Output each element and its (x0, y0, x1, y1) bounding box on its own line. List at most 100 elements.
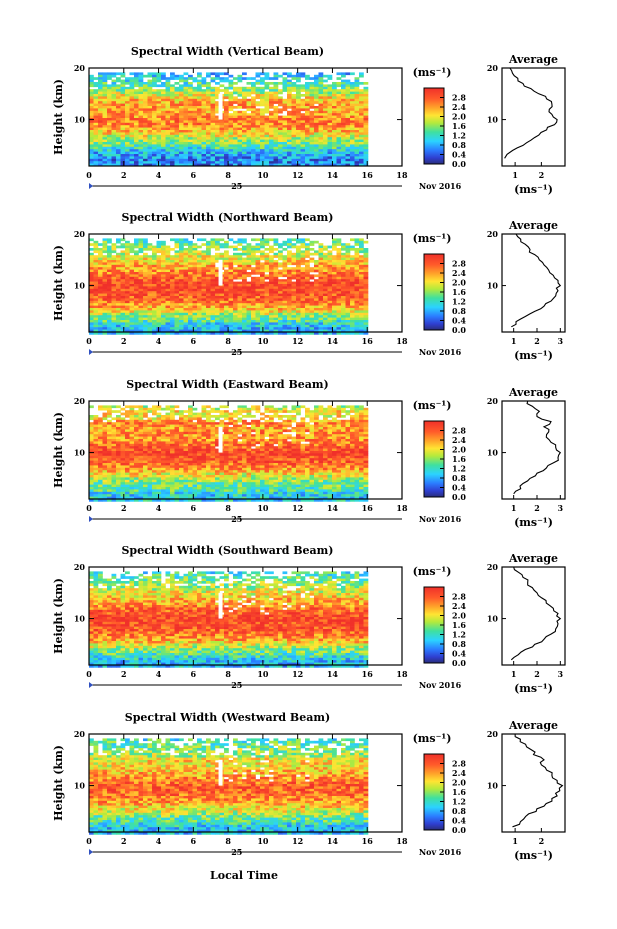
heatmap-cell (273, 286, 279, 290)
heatmap-cell (116, 113, 121, 116)
heatmap-cell (242, 149, 247, 152)
heatmap-cell (116, 443, 121, 447)
heatmap-cell (300, 151, 306, 155)
heatmap-cell (305, 276, 310, 280)
heatmap-cell (116, 72, 121, 76)
heatmap-cell (102, 446, 108, 449)
heatmap-cell (102, 267, 108, 270)
avg-x-tick-label: 2 (539, 170, 545, 180)
heatmap-cell (323, 91, 328, 95)
heatmap-cell (152, 303, 157, 306)
heatmap-cell (269, 98, 274, 102)
heatmap-cell (143, 327, 148, 330)
heatmap-cell (134, 158, 139, 162)
heatmap-cell (224, 146, 229, 150)
heatmap-cell (282, 125, 288, 128)
heatmap-cell (251, 142, 256, 145)
heatmap-cell (327, 329, 333, 333)
heatmap-cell (98, 479, 103, 483)
heatmap-cell (305, 248, 310, 251)
heatmap-cell (102, 499, 108, 502)
heatmap-cell (273, 238, 279, 242)
heatmap-cell (201, 82, 207, 85)
heatmap-cell (93, 113, 99, 116)
heatmap-cell (260, 146, 265, 150)
heatmap-cell (287, 240, 292, 244)
heatmap-cell (93, 281, 99, 285)
colorbar-tick-label: 2.4 (452, 268, 466, 278)
heatmap-cell (210, 286, 216, 290)
heatmap-cell (210, 101, 216, 104)
heatmap-cell (197, 79, 202, 83)
heatmap-cell (327, 151, 333, 155)
heatmap-cell (156, 118, 162, 121)
heatmap-cell (219, 252, 225, 256)
heatmap-cell (98, 125, 103, 128)
heatmap-cell (278, 82, 283, 85)
heatmap-cell (161, 142, 166, 145)
heatmap-cell (273, 332, 279, 335)
heatmap-cell (314, 127, 319, 131)
heatmap-cell (201, 115, 207, 119)
heatmap-cell (107, 412, 112, 416)
heatmap-cell (291, 262, 297, 266)
heatmap-cell (341, 257, 346, 261)
heatmap-cell (233, 298, 238, 302)
heatmap-cell (111, 260, 117, 263)
heatmap-cell (291, 82, 297, 85)
heatmap-cell (237, 101, 243, 104)
heatmap-cell (336, 264, 342, 268)
heatmap-cell (215, 327, 220, 330)
heatmap-cell (152, 158, 157, 162)
heatmap-cell (341, 260, 346, 263)
heatmap-cell (165, 142, 171, 145)
heatmap-cell (116, 484, 121, 488)
heatmap-cell (242, 315, 247, 318)
heatmap-cell (138, 332, 144, 335)
heatmap-cell (93, 89, 99, 92)
heatmap-cell (147, 286, 153, 290)
heatmap-cell (255, 327, 261, 330)
heatmap-cell (341, 315, 346, 318)
heatmap-cell (201, 274, 207, 278)
heatmap-cell (255, 260, 261, 263)
heatmap-cell (206, 91, 211, 95)
heatmap-cell (116, 84, 121, 88)
heatmap-cell (206, 281, 211, 285)
heatmap-cell (120, 451, 126, 454)
heatmap-cell (350, 137, 355, 140)
heatmap-cell (134, 110, 139, 114)
heatmap-cell (179, 134, 184, 138)
heatmap-cell (332, 276, 337, 280)
heatmap-cell (327, 120, 333, 124)
heatmap-cell (93, 472, 99, 476)
heatmap-cell (336, 144, 342, 148)
heatmap-cell (332, 101, 337, 104)
heatmap-cell (152, 142, 157, 145)
heatmap-cell (350, 312, 355, 316)
heatmap-cell (345, 79, 351, 83)
heatmap-cell (98, 305, 103, 309)
heatmap-cell (345, 86, 351, 90)
heatmap-cell (228, 317, 234, 321)
heatmap-cell (237, 264, 243, 268)
heatmap-cell (363, 255, 369, 258)
heatmap-cell (215, 77, 220, 80)
heatmap-cell (269, 332, 274, 335)
heatmap-cell (296, 276, 301, 280)
heatmap-cell (305, 322, 310, 326)
heatmap-cell (107, 144, 112, 148)
heatmap-cell (179, 298, 184, 302)
heatmap-cell (255, 101, 261, 104)
heatmap-cell (336, 108, 342, 112)
heatmap-cell (102, 250, 108, 254)
heatmap-cell (89, 163, 94, 167)
heatmap-cell (359, 296, 364, 299)
heatmap-cell (147, 298, 153, 302)
heatmap-cell (192, 267, 198, 270)
heatmap-cell (291, 137, 297, 140)
heatmap-cell (318, 269, 324, 273)
heatmap-cell (273, 91, 279, 95)
heatmap-cell (170, 158, 175, 162)
heatmap-cell (165, 98, 171, 102)
